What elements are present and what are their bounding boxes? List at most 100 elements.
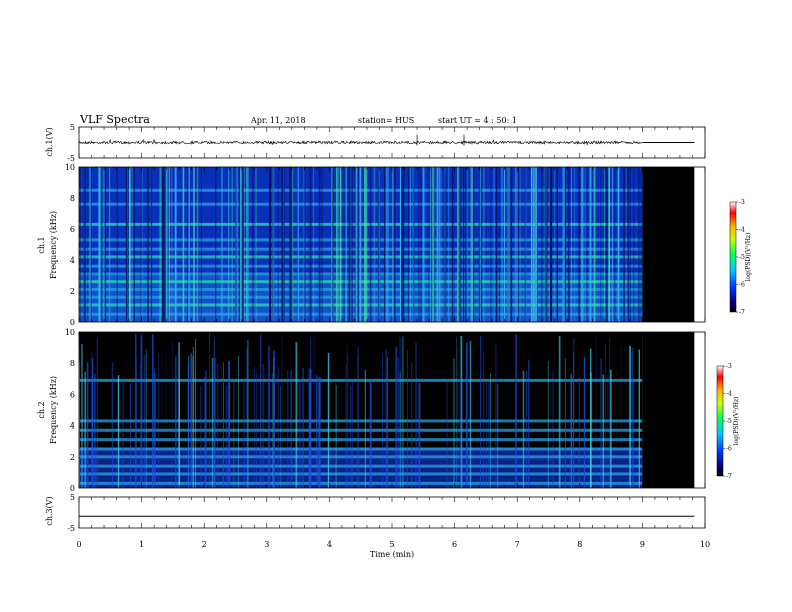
sferic-streak bbox=[554, 167, 556, 322]
ch2-colorbar-gradient bbox=[716, 365, 724, 477]
sferic-streak bbox=[466, 167, 468, 322]
colorbar-ticks: -3 -4 -5 -6 -7 -3 -4 -5 -6 -7 bbox=[723, 199, 745, 480]
sferic-streak bbox=[373, 167, 376, 322]
sferic-streak bbox=[272, 372, 274, 488]
sferic-streak bbox=[604, 167, 605, 322]
sferic-streak bbox=[609, 369, 612, 488]
sferic-streak bbox=[79, 361, 81, 488]
sferic-streak bbox=[287, 369, 289, 488]
sferic-streak bbox=[395, 346, 398, 488]
sferic-streak bbox=[525, 167, 527, 322]
sferic-streak bbox=[456, 346, 458, 488]
sferic-streak bbox=[217, 364, 219, 488]
sferic-streak bbox=[364, 167, 366, 322]
sferic-streak bbox=[393, 167, 395, 322]
sferic-streak bbox=[152, 334, 154, 488]
sferic-streak bbox=[432, 167, 434, 322]
y-tick-label: 8 bbox=[70, 194, 75, 203]
sferic-streak bbox=[364, 370, 366, 488]
sferic-streak bbox=[260, 334, 262, 488]
sferic-streak bbox=[488, 384, 490, 488]
sferic-streak bbox=[469, 341, 472, 488]
sferic-streak bbox=[573, 352, 574, 488]
sferic-streak bbox=[246, 167, 248, 322]
sferic-streak bbox=[147, 167, 149, 322]
sferic-streak bbox=[423, 167, 425, 322]
sferic-streak bbox=[533, 167, 535, 322]
sferic-streak bbox=[310, 167, 312, 322]
sferic-streak bbox=[501, 167, 503, 322]
sferic-streak bbox=[436, 167, 439, 322]
sferic-streak bbox=[415, 342, 417, 488]
sferic-streak bbox=[583, 357, 586, 488]
sferic-streak bbox=[607, 374, 609, 488]
sferic-streak bbox=[200, 385, 202, 488]
sferic-streak bbox=[411, 363, 413, 488]
sferic-streak bbox=[410, 167, 411, 322]
sferic-streak bbox=[246, 167, 249, 322]
ch2-spectrogram-ylabel-frequency: Frequency (kHz) bbox=[49, 376, 58, 444]
sferic-streak bbox=[346, 343, 348, 488]
sferic-streak bbox=[273, 357, 275, 488]
sferic-streak bbox=[167, 167, 169, 322]
sferic-streak bbox=[522, 370, 525, 488]
sferic-streak bbox=[313, 335, 315, 488]
sferic-streak bbox=[100, 167, 102, 322]
sferic-streak bbox=[514, 167, 517, 322]
sferic-streak bbox=[570, 374, 572, 488]
y-tick-label: 10 bbox=[65, 163, 75, 172]
sferic-streak bbox=[473, 167, 475, 322]
sferic-streak bbox=[281, 336, 283, 488]
sferic-streak bbox=[289, 167, 292, 322]
sferic-streak bbox=[197, 167, 199, 322]
sferic-streak bbox=[310, 167, 311, 322]
sferic-streak bbox=[349, 167, 351, 322]
sferic-streak bbox=[395, 167, 396, 322]
sferic-streak bbox=[465, 342, 468, 488]
sferic-streak bbox=[277, 167, 279, 322]
sferic-streak bbox=[545, 167, 548, 322]
sferic-streak bbox=[90, 167, 92, 322]
sferic-streak bbox=[440, 167, 442, 322]
ch1-colorbar-gradient bbox=[729, 201, 737, 313]
sferic-streak bbox=[457, 167, 460, 322]
sferic-streak bbox=[387, 167, 389, 322]
sferic-streak bbox=[574, 167, 576, 322]
sferic-streak bbox=[347, 353, 349, 488]
sferic-streak bbox=[354, 167, 356, 322]
sferic-streak bbox=[351, 379, 353, 488]
sferic-streak bbox=[269, 382, 271, 488]
sferic-streak bbox=[289, 167, 290, 322]
harmonic-band bbox=[79, 472, 643, 476]
sferic-streak bbox=[515, 384, 516, 488]
sferic-streak bbox=[382, 354, 384, 488]
sferic-streak bbox=[268, 345, 270, 488]
sferic-streak bbox=[439, 167, 440, 322]
axis-ticks: 0 1 2 3 4 5 6 7 8 9 10 bbox=[76, 127, 710, 549]
sferic-streak bbox=[195, 338, 197, 488]
sferic-streak bbox=[359, 167, 361, 322]
sferic-streak bbox=[460, 167, 462, 322]
sferic-streak bbox=[89, 167, 91, 322]
sferic-streak bbox=[171, 167, 173, 322]
sferic-streak bbox=[247, 339, 249, 488]
sferic-streak bbox=[215, 167, 217, 322]
sferic-streak bbox=[605, 167, 607, 322]
sferic-streak bbox=[160, 167, 162, 322]
ch3-waveform-panel: 5 -5 bbox=[67, 493, 706, 533]
sferic-streak bbox=[552, 371, 554, 488]
sferic-streak bbox=[369, 167, 372, 322]
sferic-streak bbox=[161, 167, 164, 322]
sferic-streak bbox=[304, 167, 306, 322]
sferic-streak bbox=[178, 379, 180, 488]
sferic-streak bbox=[336, 167, 338, 322]
sferic-streak bbox=[254, 167, 257, 322]
sferic-streak bbox=[534, 167, 536, 322]
sferic-streak bbox=[528, 359, 530, 488]
y-tick-label: 4 bbox=[70, 422, 75, 431]
harmonic-band bbox=[79, 428, 643, 432]
sferic-streak bbox=[573, 337, 575, 488]
sferic-streak bbox=[357, 357, 359, 488]
sferic-streak bbox=[625, 167, 627, 322]
sferic-streak bbox=[627, 167, 630, 322]
